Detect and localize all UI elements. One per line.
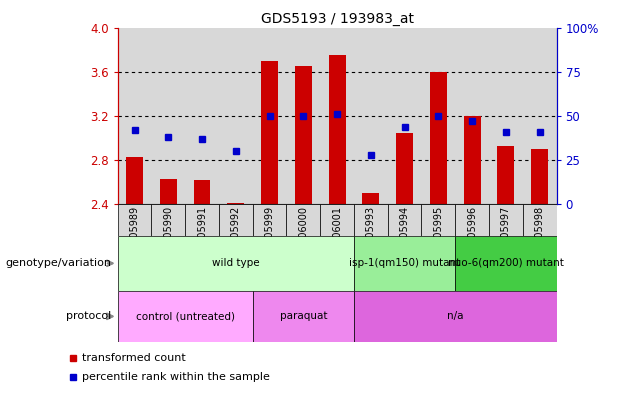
Bar: [329, 55, 345, 204]
Bar: [219, 204, 252, 236]
Text: transformed count: transformed count: [82, 353, 186, 363]
Text: GSM1305999: GSM1305999: [265, 206, 275, 271]
Text: GSM1305990: GSM1305990: [163, 206, 173, 271]
Text: GSM1305989: GSM1305989: [130, 206, 139, 271]
Bar: [363, 193, 379, 204]
Text: paraquat: paraquat: [280, 311, 327, 321]
Bar: [497, 146, 515, 204]
Text: wild type: wild type: [212, 258, 259, 268]
Bar: [295, 66, 312, 204]
Bar: [252, 291, 354, 342]
Bar: [118, 236, 354, 291]
Text: GSM1305991: GSM1305991: [197, 206, 207, 271]
Text: isp-1(qm150) mutant: isp-1(qm150) mutant: [349, 258, 460, 268]
Bar: [523, 28, 556, 204]
Bar: [261, 61, 278, 204]
Text: GSM1306000: GSM1306000: [298, 206, 308, 271]
Bar: [388, 204, 422, 236]
Bar: [286, 204, 320, 236]
Bar: [320, 28, 354, 204]
Text: GSM1305995: GSM1305995: [433, 206, 443, 271]
Text: GSM1305996: GSM1305996: [467, 206, 477, 271]
Bar: [354, 28, 388, 204]
Bar: [531, 149, 548, 204]
Text: n/a: n/a: [447, 311, 464, 321]
Bar: [185, 204, 219, 236]
Bar: [489, 204, 523, 236]
Bar: [455, 204, 489, 236]
Text: genotype/variation: genotype/variation: [5, 258, 111, 268]
Bar: [219, 28, 252, 204]
Bar: [354, 236, 455, 291]
Bar: [489, 28, 523, 204]
Text: GSM1305993: GSM1305993: [366, 206, 376, 271]
Bar: [118, 291, 252, 342]
Bar: [118, 28, 151, 204]
Text: GSM1305998: GSM1305998: [535, 206, 544, 271]
Bar: [118, 204, 151, 236]
Bar: [455, 28, 489, 204]
Bar: [160, 179, 177, 204]
Text: GSM1305994: GSM1305994: [399, 206, 410, 271]
Bar: [126, 157, 143, 204]
Text: protocol: protocol: [66, 311, 111, 321]
Bar: [320, 204, 354, 236]
Title: GDS5193 / 193983_at: GDS5193 / 193983_at: [261, 13, 413, 26]
Bar: [228, 203, 244, 204]
Text: nuo-6(qm200) mutant: nuo-6(qm200) mutant: [448, 258, 563, 268]
Text: percentile rank within the sample: percentile rank within the sample: [82, 372, 270, 382]
Bar: [151, 204, 185, 236]
Bar: [252, 28, 286, 204]
Bar: [354, 291, 556, 342]
Text: control (untreated): control (untreated): [135, 311, 235, 321]
Bar: [396, 132, 413, 204]
Text: GSM1305992: GSM1305992: [231, 206, 241, 271]
Bar: [286, 28, 320, 204]
Bar: [185, 28, 219, 204]
Bar: [455, 236, 556, 291]
Bar: [193, 180, 211, 204]
Bar: [422, 28, 455, 204]
Bar: [523, 204, 556, 236]
Text: GSM1305997: GSM1305997: [501, 206, 511, 271]
Bar: [252, 204, 286, 236]
Bar: [464, 116, 481, 204]
Bar: [151, 28, 185, 204]
Bar: [388, 28, 422, 204]
Bar: [354, 204, 388, 236]
Bar: [422, 204, 455, 236]
Bar: [430, 72, 447, 204]
Text: GSM1306001: GSM1306001: [332, 206, 342, 271]
